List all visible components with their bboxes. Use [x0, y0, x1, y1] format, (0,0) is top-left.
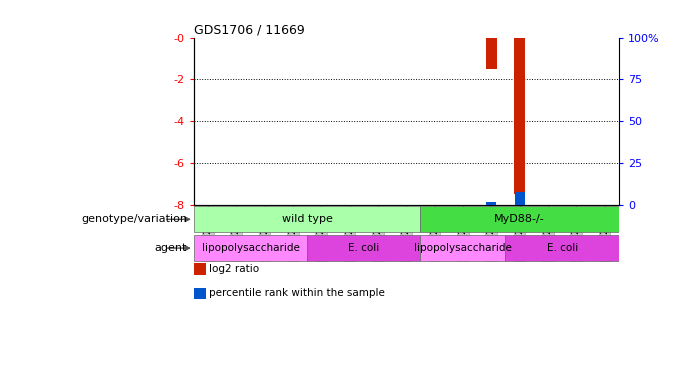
Bar: [515, 192, 524, 205]
Text: log2 ratio: log2 ratio: [209, 264, 259, 274]
Text: genotype/variation: genotype/variation: [81, 214, 187, 224]
Bar: [486, 202, 496, 205]
Bar: [194, 206, 420, 232]
Bar: [420, 235, 505, 261]
Bar: [505, 235, 619, 261]
Text: GDS1706 / 11669: GDS1706 / 11669: [194, 23, 305, 36]
Text: lipopolysaccharide: lipopolysaccharide: [201, 243, 299, 253]
Text: E. coli: E. coli: [547, 243, 578, 253]
Bar: [307, 235, 420, 261]
Text: lipopolysaccharide: lipopolysaccharide: [414, 243, 512, 253]
Text: MyD88-/-: MyD88-/-: [494, 214, 545, 224]
Bar: [514, 38, 526, 195]
Bar: [194, 235, 307, 261]
Text: wild type: wild type: [282, 214, 333, 224]
Bar: [486, 38, 497, 69]
Text: agent: agent: [154, 243, 187, 253]
Text: E. coli: E. coli: [348, 243, 379, 253]
Text: percentile rank within the sample: percentile rank within the sample: [209, 288, 385, 298]
Bar: [420, 206, 619, 232]
